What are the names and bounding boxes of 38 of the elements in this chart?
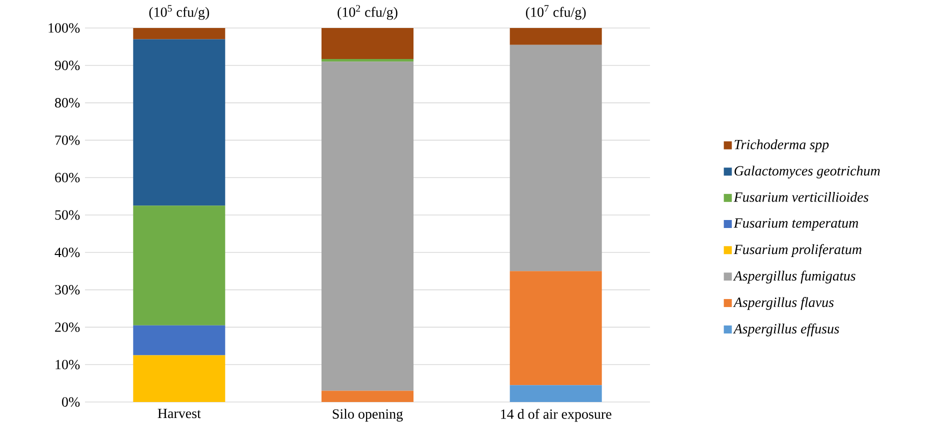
bar [133, 355, 226, 402]
legend-label: Fusarium temperatum [734, 218, 858, 231]
bar [322, 390, 414, 402]
y-tick-label: 20% [55, 322, 80, 332]
annotation: (10$^{7}$ cfu/g) [526, 5, 586, 20]
legend-label: Galactomyces geotrichum [734, 166, 880, 178]
y-tick-label: 90% [54, 60, 80, 70]
y-tick-label: 40% [54, 248, 80, 258]
y-tick-label: 60% [55, 172, 80, 182]
bar [322, 59, 414, 62]
legend-label: Aspergillus fumigatus [733, 270, 856, 284]
annotation: (10$^{5}$ cfu/g) [149, 5, 210, 20]
y-tick-label: 70% [55, 135, 80, 145]
legend-label: Fusarium proliferatum [734, 244, 862, 258]
legend-label: Fusarium verticillioides [734, 192, 868, 202]
legend-label: Trichoderma spp [734, 139, 829, 152]
y-tick-label: 80% [55, 98, 80, 108]
bar [133, 206, 226, 326]
y-tick-label: 100% [48, 23, 80, 33]
y-tick-label: 50% [55, 210, 80, 220]
x-tick-label: 14 d of air exposure [501, 408, 612, 422]
bar [510, 28, 602, 45]
y-tick-label: 10% [56, 360, 80, 370]
legend-label: Aspergillus effusus [733, 324, 840, 336]
bar [133, 325, 226, 356]
bar [322, 28, 414, 60]
bar [322, 62, 414, 391]
y-tick-label: 30% [55, 285, 80, 295]
bar [510, 44, 602, 272]
bar [510, 385, 602, 402]
annotation: (10$^{2}$ cfu/g) [338, 5, 398, 20]
bar [510, 271, 602, 386]
x-tick-label: Harvest [158, 408, 201, 418]
x-tick-label: Silo opening [332, 408, 403, 422]
bar [133, 39, 226, 206]
y-tick-label: 0% [62, 397, 80, 407]
legend-label: Aspergillus flavus [733, 297, 834, 310]
bar [133, 28, 226, 40]
